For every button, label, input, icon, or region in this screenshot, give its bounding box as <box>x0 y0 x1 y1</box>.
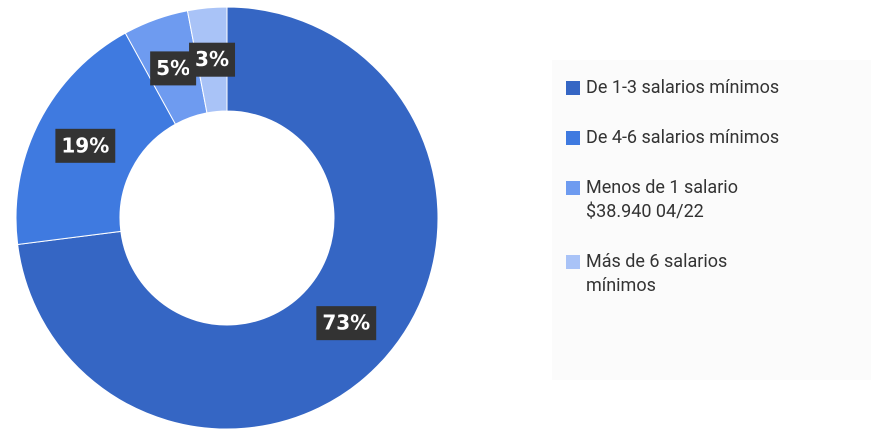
data-label-text: 73% <box>322 311 370 335</box>
data-label: 19% <box>55 128 116 163</box>
data-label: 5% <box>150 51 197 86</box>
legend-swatch <box>566 181 580 195</box>
data-label: 3% <box>189 42 236 77</box>
data-label-box <box>150 51 197 86</box>
data-label-text: 3% <box>195 47 229 71</box>
donut: 73% 19% 5% 3% <box>15 6 439 430</box>
legend-item: De 1-3 salarios mínimos <box>566 76 871 100</box>
legend-item: Más de 6 salarios mínimos <box>566 250 871 298</box>
legend-swatch <box>566 81 580 95</box>
legend-label: De 1-3 salarios mínimos <box>586 77 780 98</box>
data-label-box <box>55 128 116 163</box>
legend-swatch <box>566 255 580 269</box>
data-label-text: 5% <box>156 56 190 80</box>
legend: De 1-3 salarios mínimos De 4-6 salarios m… <box>552 60 871 380</box>
legend-label: Menos de 1 salario $38.940 04/22 <box>586 177 738 222</box>
data-label-box <box>316 306 377 341</box>
legend-item: Menos de 1 salario $38.940 04/22 <box>566 176 871 224</box>
data-label-box <box>189 42 236 77</box>
data-label: 73% <box>316 306 377 341</box>
legend-label: De 4-6 salarios mínimos <box>586 127 780 148</box>
data-label-text: 19% <box>61 133 109 157</box>
legend-label: Más de 6 salarios mínimos <box>586 251 728 296</box>
legend-item: De 4-6 salarios mínimos <box>566 126 871 150</box>
legend-swatch <box>566 131 580 145</box>
